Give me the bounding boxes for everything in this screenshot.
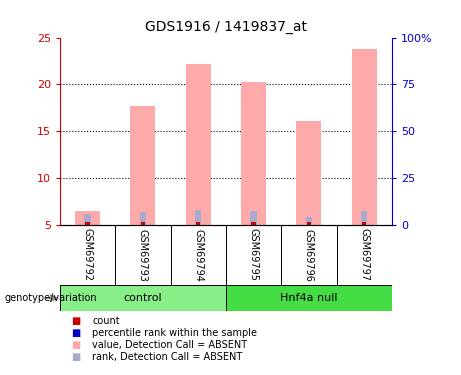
Bar [352,49,377,225]
Bar [296,121,321,225]
Bar [60,285,226,311]
Text: GSM69796: GSM69796 [304,228,314,281]
Text: GSM69795: GSM69795 [248,228,259,282]
Bar [241,82,266,225]
Bar [84,214,91,225]
Text: control: control [124,293,162,303]
Bar [250,211,257,225]
Text: ■: ■ [71,340,81,350]
Text: genotype/variation: genotype/variation [5,293,97,303]
Bar [251,222,256,225]
Text: count: count [92,316,120,326]
Title: GDS1916 / 1419837_at: GDS1916 / 1419837_at [145,20,307,34]
Bar [196,222,201,225]
Bar [306,217,312,225]
Text: GSM69794: GSM69794 [193,228,203,281]
Bar [85,222,90,225]
Text: ■: ■ [71,316,81,326]
Bar [140,212,146,225]
Text: GSM69797: GSM69797 [359,228,369,282]
Bar [130,106,155,225]
Text: GSM69792: GSM69792 [83,228,93,282]
Bar [141,222,145,225]
Bar [75,211,100,225]
Text: ■: ■ [71,328,81,338]
Text: rank, Detection Call = ABSENT: rank, Detection Call = ABSENT [92,352,242,362]
Bar [226,285,392,311]
Text: value, Detection Call = ABSENT: value, Detection Call = ABSENT [92,340,247,350]
Bar [361,211,367,225]
Text: percentile rank within the sample: percentile rank within the sample [92,328,257,338]
Bar [195,210,201,225]
Text: GSM69793: GSM69793 [138,228,148,281]
Text: ■: ■ [71,352,81,362]
Bar [307,222,311,225]
Bar [362,222,366,225]
Bar [186,64,211,225]
Text: Hnf4a null: Hnf4a null [280,293,337,303]
